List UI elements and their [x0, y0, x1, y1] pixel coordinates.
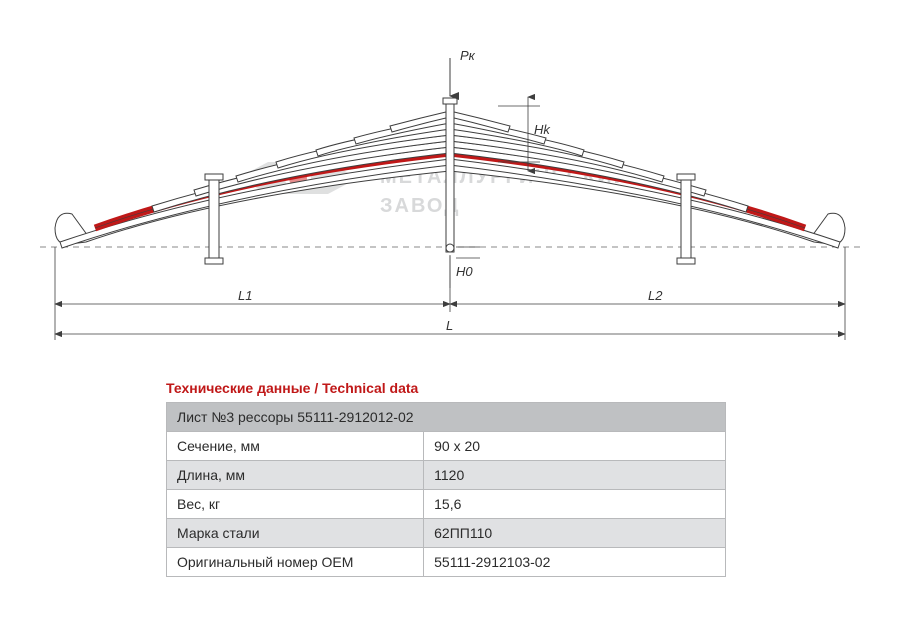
row-label: Марка стали	[167, 519, 424, 548]
table-row: Вес, кг 15,6	[167, 490, 726, 519]
table-row: Марка стали 62ПП110	[167, 519, 726, 548]
row-label: Длина, мм	[167, 461, 424, 490]
spec-table: Лист №3 рессоры 55111-2912012-02 Сечение…	[166, 402, 726, 577]
row-label: Вес, кг	[167, 490, 424, 519]
row-label: Сечение, мм	[167, 432, 424, 461]
table-header-text: Лист №3 рессоры 55111-2912012-02	[167, 403, 726, 432]
row-value: 62ПП110	[424, 519, 726, 548]
label-l2: L2	[648, 288, 662, 303]
label-h0: H0	[456, 264, 473, 279]
page-canvas: ЧУСОВСКОЙ МЕТАЛЛУРГИЧЕСКИЙ ЗАВОД PARTS-S…	[0, 0, 900, 636]
table-title: Технические данные / Technical data	[166, 380, 726, 396]
label-pk: Pк	[460, 48, 475, 63]
label-hk: Hk	[534, 122, 550, 137]
label-l: L	[446, 318, 453, 333]
table-row: Длина, мм 1120	[167, 461, 726, 490]
table-row: Сечение, мм 90 х 20	[167, 432, 726, 461]
technical-data-table: Технические данные / Technical data Лист…	[166, 380, 726, 577]
row-value: 15,6	[424, 490, 726, 519]
row-value: 90 х 20	[424, 432, 726, 461]
row-label: Оригинальный номер OEM	[167, 548, 424, 577]
row-value: 1120	[424, 461, 726, 490]
label-l1: L1	[238, 288, 252, 303]
row-value: 55111-2912103-02	[424, 548, 726, 577]
table-row: Оригинальный номер OEM 55111-2912103-02	[167, 548, 726, 577]
table-header-row: Лист №3 рессоры 55111-2912012-02	[167, 403, 726, 432]
